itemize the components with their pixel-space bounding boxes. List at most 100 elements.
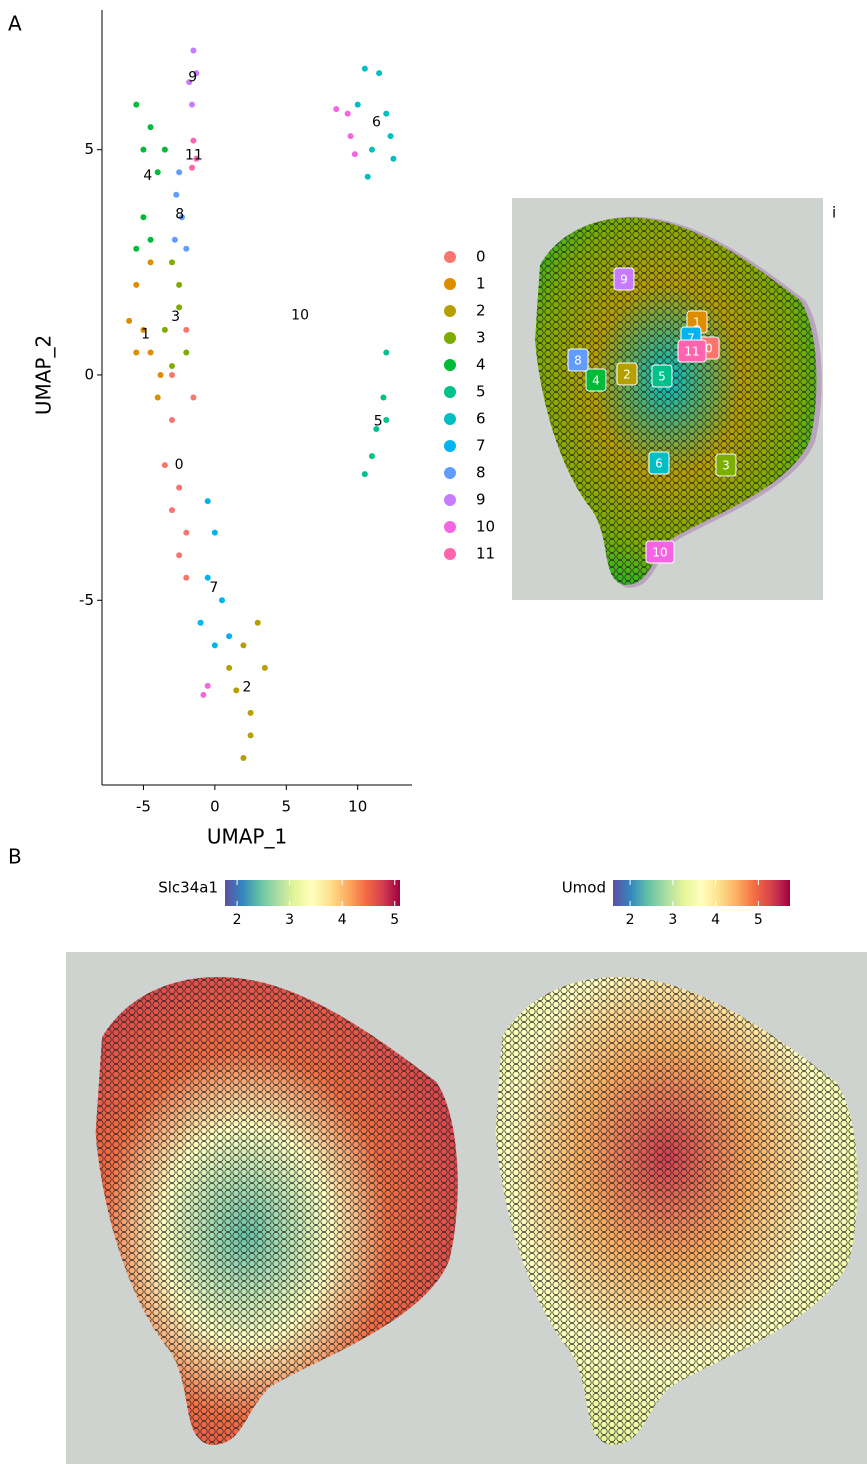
point xyxy=(171,236,178,243)
point xyxy=(226,633,233,640)
spatial-label: 8 xyxy=(574,354,582,368)
point xyxy=(176,281,183,288)
legend-label: 5 xyxy=(476,383,486,401)
point xyxy=(226,664,233,671)
colorbar-tick-label: 3 xyxy=(668,912,677,928)
point xyxy=(140,326,147,333)
cluster-label: 8 xyxy=(175,207,184,223)
y-tick-label: 0 xyxy=(84,365,94,383)
colorbar xyxy=(613,880,790,906)
point xyxy=(190,394,197,401)
spatial-label: 4 xyxy=(592,374,600,388)
point xyxy=(383,349,390,356)
colorbar-tick-label: 5 xyxy=(754,912,763,928)
point xyxy=(147,124,154,131)
point xyxy=(390,155,397,162)
colorbar-tick-label: 3 xyxy=(285,912,294,928)
x-tick-label: 10 xyxy=(348,798,367,816)
legend-label: 10 xyxy=(476,518,495,536)
point xyxy=(369,146,375,153)
point xyxy=(240,754,247,761)
legend-label: 6 xyxy=(476,410,486,428)
point xyxy=(351,151,358,158)
point xyxy=(193,155,200,162)
cluster-label: 0 xyxy=(175,457,184,473)
point xyxy=(147,236,154,243)
y-axis-label: UMAP_2 xyxy=(32,335,56,415)
legend-label: 8 xyxy=(476,464,486,482)
point xyxy=(233,687,240,694)
point xyxy=(183,349,190,356)
point xyxy=(247,732,254,739)
colorbar-tick-label: 4 xyxy=(338,912,347,928)
spatial-label: 3 xyxy=(722,459,730,473)
point xyxy=(140,146,147,153)
legend-label: 7 xyxy=(476,437,486,455)
spatial-label-box xyxy=(648,451,670,475)
colorbar-tick-label: 5 xyxy=(390,912,399,928)
spatial-label-box xyxy=(585,368,607,392)
point xyxy=(173,191,180,198)
point xyxy=(147,349,154,356)
panel-letter: B xyxy=(8,845,22,869)
legend-key xyxy=(444,359,456,371)
point xyxy=(133,101,140,108)
spatial-label: 2 xyxy=(623,368,631,382)
cluster-label: 10 xyxy=(291,308,309,324)
x-tick-label: -5 xyxy=(136,798,151,816)
point xyxy=(154,169,161,176)
spatial-panel: i xyxy=(512,198,836,600)
spatial-label: 11 xyxy=(684,345,699,359)
spatial-label: 0 xyxy=(705,342,713,356)
point xyxy=(369,453,375,460)
point xyxy=(204,498,211,505)
panel-letter: A xyxy=(8,12,22,36)
point xyxy=(157,371,164,378)
cluster-label: 9 xyxy=(188,70,197,86)
y-tick-label: -5 xyxy=(79,591,94,609)
legend-key xyxy=(444,521,456,533)
spatial-label-box xyxy=(677,339,707,363)
point xyxy=(176,304,183,311)
spatial-label: 1 xyxy=(693,316,701,330)
point xyxy=(387,133,394,140)
colorbar xyxy=(225,880,400,906)
point xyxy=(211,642,218,649)
legend-key xyxy=(444,494,456,506)
spatial-label-box xyxy=(715,453,737,477)
spatial-label-box xyxy=(651,364,673,388)
point xyxy=(376,70,383,77)
point xyxy=(190,47,197,54)
spatial-label: 9 xyxy=(620,273,628,287)
legend-key xyxy=(444,332,456,344)
cluster-label: 4 xyxy=(143,168,152,184)
colorbar-tick-label: 4 xyxy=(711,912,720,928)
point xyxy=(193,70,200,77)
point xyxy=(361,65,368,72)
legend-label: 0 xyxy=(476,248,486,266)
legend-key xyxy=(444,386,456,398)
legend-key xyxy=(444,251,456,263)
point xyxy=(169,259,175,266)
point xyxy=(183,574,190,581)
cluster-label: 11 xyxy=(185,148,203,164)
legend-key xyxy=(444,305,456,317)
colorbar-tick-label: 2 xyxy=(626,912,635,928)
point xyxy=(373,426,380,433)
point xyxy=(140,214,147,221)
point xyxy=(154,394,161,401)
point xyxy=(133,281,140,288)
point xyxy=(161,146,168,153)
point xyxy=(197,619,204,626)
spatial-label: 6 xyxy=(655,457,663,471)
cluster-label: 7 xyxy=(209,580,218,596)
cluster-label: 1 xyxy=(141,326,150,342)
spatial-panel xyxy=(66,952,867,1464)
point xyxy=(240,642,247,649)
point xyxy=(344,110,351,117)
legend-key xyxy=(444,278,456,290)
annotation: i xyxy=(832,204,836,222)
point xyxy=(161,326,168,333)
point xyxy=(169,507,175,514)
legend-label: 2 xyxy=(476,302,486,320)
